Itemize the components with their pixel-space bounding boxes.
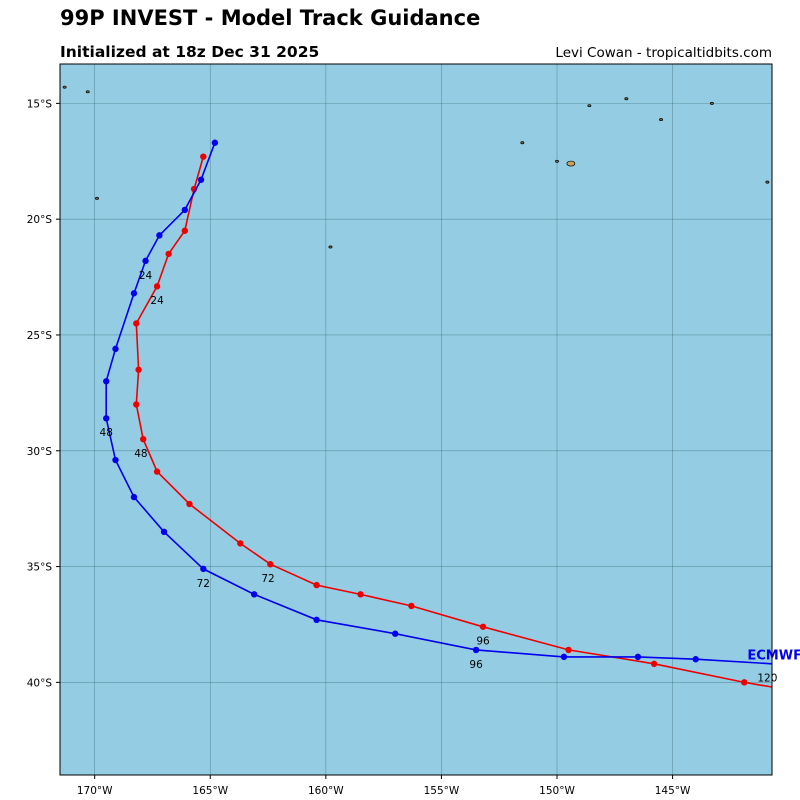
island-shape — [328, 245, 333, 249]
x-tick-label: 145°W — [655, 785, 691, 797]
red-track-point — [650, 660, 658, 668]
island-shape — [659, 118, 663, 122]
ECMWF-point — [692, 656, 699, 663]
y-tick-label: 20°S — [27, 214, 53, 226]
red-track-point — [741, 679, 748, 686]
x-tick-label: 170°W — [77, 785, 113, 797]
hour-label: 120 — [757, 673, 777, 685]
red-track-point — [565, 646, 572, 654]
ocean-background — [60, 64, 772, 775]
red-track-point — [135, 366, 142, 373]
island-shape — [709, 101, 714, 105]
island-shape — [566, 160, 576, 167]
init-time: Initialized at 18z Dec 31 2025 — [60, 43, 320, 61]
red-track-point — [153, 283, 161, 290]
axis-ticks: 170°W 165°W 160°W 155°W 150°W 145°W 15°S 20°S 25… — [27, 98, 691, 797]
y-tick-label: 25°S — [27, 330, 53, 342]
y-tick-label: 15°S — [27, 98, 53, 110]
ECMWF-point — [634, 653, 642, 661]
red-track-point — [133, 320, 140, 327]
hour-label: 96 — [476, 636, 490, 648]
red-track-point — [186, 500, 193, 508]
red-track-point — [237, 540, 244, 547]
red-track-point — [200, 153, 207, 160]
red-track-point — [267, 561, 274, 568]
island-shape — [95, 196, 99, 200]
map-frame — [59, 63, 773, 776]
ECMWF-point — [250, 591, 258, 598]
red-track-point — [133, 401, 140, 408]
islands-layer — [62, 85, 770, 249]
red-track-point — [153, 468, 161, 475]
island-shape — [520, 141, 525, 145]
red-track-point — [165, 250, 172, 258]
map-title: 99P INVEST - Model Track Guidance — [60, 6, 481, 30]
red-track-point — [408, 602, 415, 610]
red-track-point — [181, 227, 189, 234]
credit-text: Levi Cowan - tropicaltidbits.com — [555, 45, 772, 61]
ECMWF-point — [560, 653, 568, 661]
ECMWF-point — [313, 616, 320, 624]
y-tick-label: 30°S — [27, 446, 53, 458]
ECMWF-point — [156, 232, 163, 239]
red-track-point — [357, 591, 364, 598]
island-shape — [765, 180, 770, 184]
ECMWF-point — [103, 378, 110, 385]
x-tick-label: 150°W — [539, 785, 575, 797]
ECMWF-point — [130, 493, 138, 501]
hour-label: 48 — [134, 448, 147, 460]
x-tick-label: 155°W — [424, 785, 460, 797]
y-tick-label: 40°S — [27, 677, 53, 689]
hour-label: 48 — [100, 427, 113, 439]
ECMWF-point — [197, 176, 205, 183]
ECMWF-point — [160, 528, 168, 536]
ECMWF-point — [211, 139, 219, 146]
ECMWF-point — [391, 630, 399, 637]
red-track-point — [140, 435, 147, 443]
ECMWF-point — [112, 456, 119, 464]
red-track-point — [313, 581, 320, 589]
ECMWF-point — [130, 290, 138, 297]
ECMWF-point — [103, 415, 110, 422]
model-name-label: ECMWF — [747, 649, 800, 664]
ECMWF-point — [200, 565, 207, 573]
island-shape — [624, 97, 629, 101]
hour-label: 24 — [150, 295, 164, 307]
y-tick-label: 35°S — [27, 562, 53, 574]
x-tick-label: 160°W — [308, 785, 344, 797]
island-shape — [555, 159, 559, 163]
ECMWF-point — [142, 257, 149, 265]
island-shape — [62, 85, 67, 89]
hour-label: 72 — [197, 578, 210, 590]
x-tick-label: 165°W — [192, 785, 228, 797]
island-shape — [587, 104, 592, 108]
ECMWF-point — [112, 345, 119, 353]
island-shape — [85, 90, 90, 94]
tracks-layer — [103, 139, 772, 688]
hour-label: 72 — [261, 573, 274, 585]
ECMWF-point — [181, 206, 189, 214]
hour-label: 24 — [139, 270, 153, 282]
ECMWF-point — [472, 646, 480, 654]
hour-label: 96 — [469, 659, 483, 671]
red-track-point — [479, 623, 487, 630]
